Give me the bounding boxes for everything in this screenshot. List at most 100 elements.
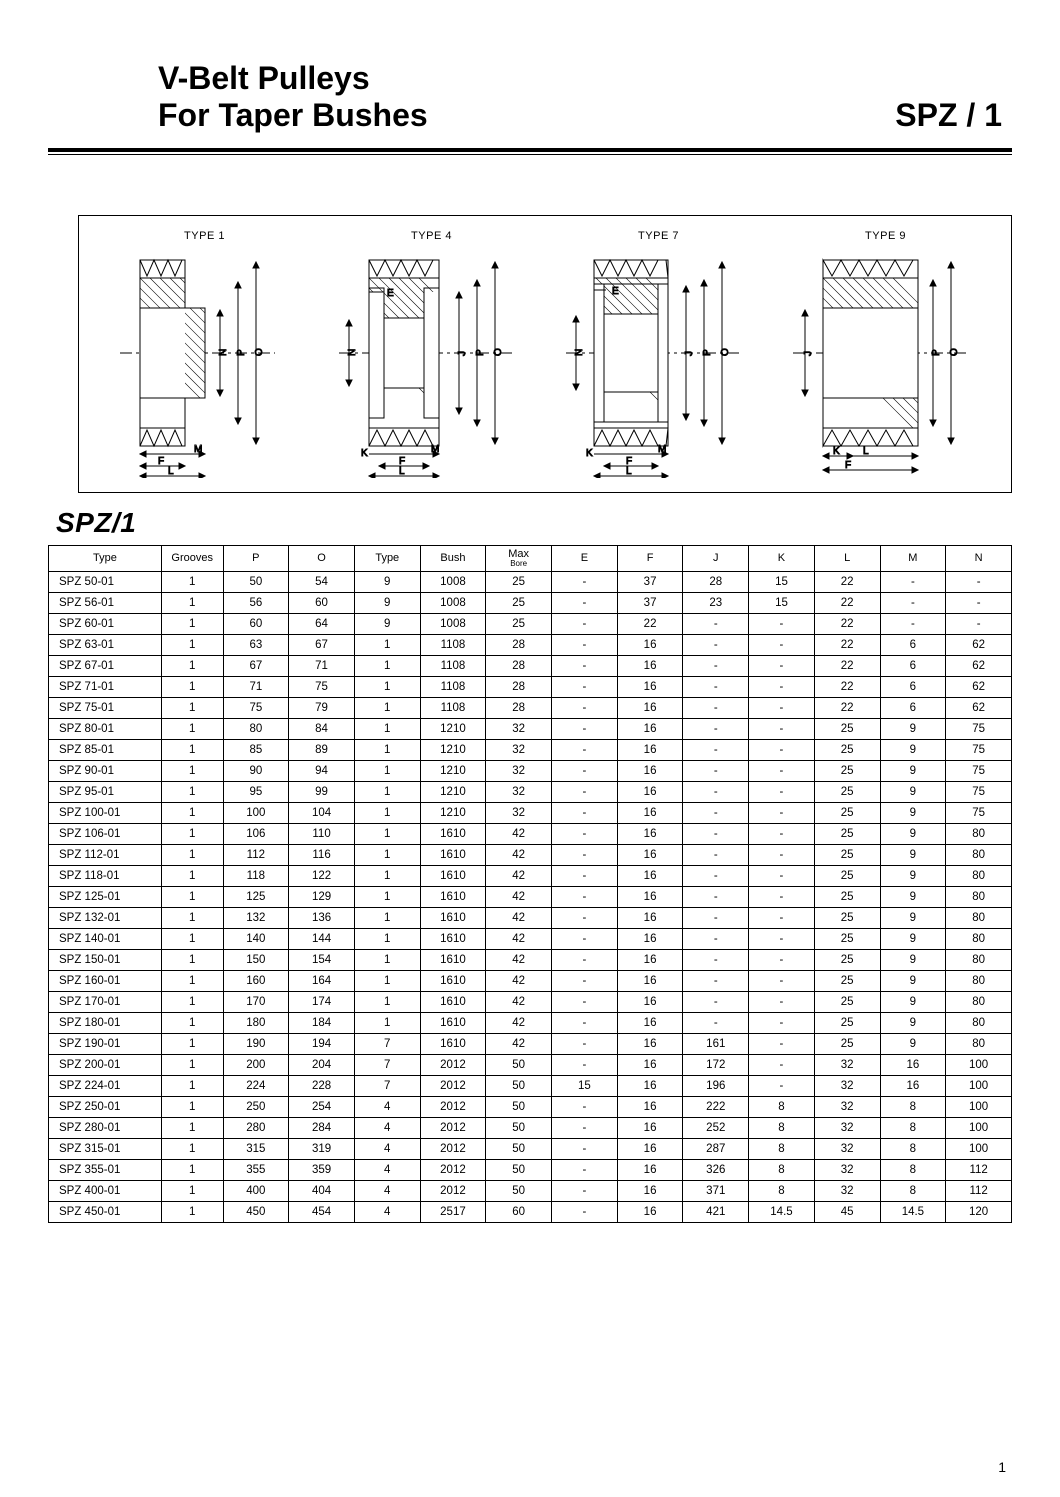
- cell: -: [552, 740, 618, 761]
- cell: 28: [683, 572, 749, 593]
- cell: 16: [617, 719, 683, 740]
- cell: 60: [289, 593, 355, 614]
- cell: 200: [223, 1055, 289, 1076]
- svg-text:L: L: [399, 466, 405, 477]
- cell: 16: [617, 740, 683, 761]
- cell: 25: [814, 845, 880, 866]
- cell: 32: [814, 1076, 880, 1097]
- cell: 62: [946, 656, 1012, 677]
- table-row: SPZ 71-01171751110828-16--22662: [49, 677, 1012, 698]
- cell: 25: [814, 803, 880, 824]
- cell: -: [552, 1202, 618, 1223]
- cell: -: [552, 866, 618, 887]
- cell: 1210: [420, 803, 486, 824]
- cell: 16: [617, 1013, 683, 1034]
- cell: 1: [354, 824, 420, 845]
- cell: 54: [289, 572, 355, 593]
- diagram-type1: TYPE 1: [97, 230, 312, 478]
- title-line1: V-Belt Pulleys: [158, 60, 428, 97]
- cell: -: [749, 677, 815, 698]
- cell: 1: [354, 866, 420, 887]
- diagram-label: TYPE 7: [638, 230, 679, 242]
- cell: 1610: [420, 824, 486, 845]
- cell: SPZ 100-01: [49, 803, 162, 824]
- cell: 37: [617, 593, 683, 614]
- cell: -: [552, 677, 618, 698]
- diagram-label: TYPE 4: [411, 230, 452, 242]
- cell: 1008: [420, 593, 486, 614]
- svg-text:K: K: [361, 448, 368, 459]
- cell: 45: [814, 1202, 880, 1223]
- cell: 1: [161, 1139, 223, 1160]
- diagram-svg-1: N P O M F L: [120, 248, 290, 478]
- cell: 25: [486, 572, 552, 593]
- cell: 1108: [420, 677, 486, 698]
- cell: 22: [814, 656, 880, 677]
- cell: 64: [289, 614, 355, 635]
- cell: 1: [354, 971, 420, 992]
- svg-text:K: K: [833, 446, 840, 457]
- cell: 132: [223, 908, 289, 929]
- cell: 454: [289, 1202, 355, 1223]
- cell: 1: [161, 614, 223, 635]
- cell: 4: [354, 1139, 420, 1160]
- cell: 22: [814, 677, 880, 698]
- cell: -: [683, 866, 749, 887]
- cell: -: [552, 719, 618, 740]
- cell: 1: [161, 656, 223, 677]
- cell: 1: [161, 866, 223, 887]
- svg-text:L: L: [168, 466, 174, 477]
- cell: 9: [354, 572, 420, 593]
- cell: -: [683, 677, 749, 698]
- cell: 194: [289, 1034, 355, 1055]
- cell: 2012: [420, 1055, 486, 1076]
- cell: 1610: [420, 845, 486, 866]
- cell: 99: [289, 782, 355, 803]
- cell: 32: [486, 782, 552, 803]
- cell: 1008: [420, 572, 486, 593]
- cell: 9: [880, 719, 946, 740]
- table-row: SPZ 80-01180841121032-16--25975: [49, 719, 1012, 740]
- cell: 2517: [420, 1202, 486, 1223]
- cell: 60: [223, 614, 289, 635]
- cell: 170: [223, 992, 289, 1013]
- cell: -: [552, 656, 618, 677]
- cell: 80: [946, 929, 1012, 950]
- title-line2: For Taper Bushes: [158, 97, 428, 134]
- cell: 1: [161, 908, 223, 929]
- cell: -: [749, 782, 815, 803]
- cell: 16: [617, 698, 683, 719]
- cell: 100: [946, 1076, 1012, 1097]
- cell: -: [749, 845, 815, 866]
- cell: 25: [814, 1013, 880, 1034]
- cell: 8: [749, 1097, 815, 1118]
- col-header: Bush: [420, 545, 486, 572]
- cell: -: [683, 656, 749, 677]
- cell: 42: [486, 845, 552, 866]
- cell: 22: [814, 614, 880, 635]
- cell: 25: [814, 950, 880, 971]
- cell: 15: [749, 593, 815, 614]
- cell: -: [552, 1181, 618, 1202]
- cell: 28: [486, 656, 552, 677]
- cell: 160: [223, 971, 289, 992]
- cell: 80: [946, 845, 1012, 866]
- rule-thick: [48, 148, 1012, 152]
- cell: -: [552, 1118, 618, 1139]
- table-row: SPZ 200-0112002047201250-16172-3216100: [49, 1055, 1012, 1076]
- col-header: Type: [354, 545, 420, 572]
- cell: -: [749, 698, 815, 719]
- diagram-svg-4: E N J P O K M F: [339, 248, 524, 478]
- cell: -: [749, 614, 815, 635]
- cell: -: [552, 824, 618, 845]
- cell: 196: [683, 1076, 749, 1097]
- table-row: SPZ 315-0113153194201250-162878328100: [49, 1139, 1012, 1160]
- cell: 22: [814, 572, 880, 593]
- cell: SPZ 60-01: [49, 614, 162, 635]
- cell: 1: [354, 740, 420, 761]
- cell: 9: [354, 614, 420, 635]
- cell: 16: [617, 1139, 683, 1160]
- cell: -: [749, 656, 815, 677]
- cell: 80: [946, 950, 1012, 971]
- cell: -: [552, 1034, 618, 1055]
